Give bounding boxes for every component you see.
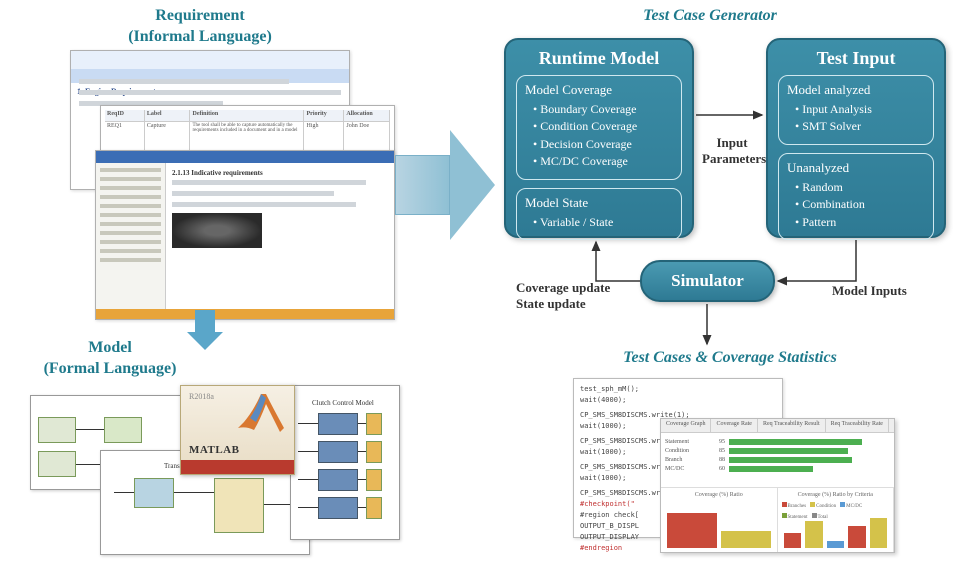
doc3-section-title: 2.1.13 Indicative requirements — [172, 169, 388, 177]
chart-right: Coverage (%) Ratio by Criteria BranchesC… — [778, 487, 895, 552]
coverage-item: Condition Coverage — [533, 118, 673, 135]
cell: High — [304, 122, 344, 151]
simulator-box: Simulator — [640, 260, 775, 302]
stats-charts: Coverage (%) Ratio Coverage (%) Ratio by… — [661, 487, 894, 552]
tcstats-title: Test Cases & Coverage Statistics — [580, 348, 880, 369]
model-title-l1: Model — [88, 339, 132, 356]
analyzed-subtitle: Model analyzed — [787, 82, 925, 98]
lbl: State update — [516, 296, 586, 311]
bar — [805, 521, 823, 549]
unanalyzed-subtitle: Unanalyzed — [787, 160, 925, 176]
matlab-splash: R2018a MATLAB — [180, 385, 295, 475]
analyzed-subpanel: Model analyzed Input Analysis SMT Solver — [778, 75, 934, 145]
runtime-title: Runtime Model — [516, 48, 682, 69]
state-subtitle: Model State — [525, 195, 673, 211]
coverage-stats-window: Coverage Graph Coverage Rate Req Traceab… — [660, 418, 895, 553]
model-coverage-subpanel: Model Coverage Boundary Coverage Conditi… — [516, 75, 682, 180]
cell: John Doe — [344, 122, 390, 151]
req-title-l1: Requirement — [155, 7, 244, 24]
stats-tab[interactable]: Coverage Graph — [661, 419, 711, 432]
input-params-label: Input Parameters — [702, 135, 762, 168]
cell: Capture — [145, 122, 191, 151]
unanalyzed-item: Random — [795, 179, 925, 196]
coverage-subtitle: Model Coverage — [525, 82, 673, 98]
unanalyzed-subpanel: Unanalyzed Random Combination Pattern — [778, 153, 934, 240]
coverage-item: MC/DC Coverage — [533, 153, 673, 170]
doors-doc: 2.1.13 Indicative requirements — [95, 150, 395, 320]
bar — [848, 526, 866, 549]
chart-left-title: Coverage (%) Ratio — [665, 492, 773, 498]
doc3-main: 2.1.13 Indicative requirements — [166, 163, 394, 319]
doc3-sidebar — [96, 163, 166, 319]
model-inputs-label: Model Inputs — [832, 283, 907, 299]
col-label: Label — [145, 110, 191, 121]
coverage-item: Decision Coverage — [533, 136, 673, 153]
stats-row: Condition85 — [665, 446, 890, 455]
doc3-statusbar — [96, 309, 394, 319]
stats-bars: Statement95Condition85Branch88MC/DC60 — [661, 433, 894, 483]
test-input-panel: Test Input Model analyzed Input Analysis… — [766, 38, 946, 238]
ccm-label: Clutch Control Model — [312, 399, 374, 407]
lbl: Parameters — [702, 151, 766, 166]
col-priority: Priority — [304, 110, 344, 121]
output-docs: test_sph_mM(); wait(4000); CP_SMS_SM8DIS… — [555, 378, 905, 563]
model-docs: Transmission Control Model Clutch Contro… — [30, 385, 380, 565]
bar — [784, 533, 802, 548]
analyzed-item: Input Analysis — [795, 101, 925, 118]
analyzed-item: SMT Solver — [795, 118, 925, 135]
col-def: Definition — [190, 110, 304, 121]
model-title-l2: (Formal Language) — [44, 360, 177, 377]
stats-row: MC/DC60 — [665, 464, 890, 473]
model-state-subpanel: Model State Variable / State — [516, 188, 682, 240]
chart-right-title: Coverage (%) Ratio by Criteria — [782, 492, 890, 498]
stats-tab[interactable]: Req Traceability Result — [758, 419, 826, 432]
requirement-docs: 1. Engine Requirements ReqID Label Defin… — [70, 50, 380, 300]
col-alloc: Allocation — [344, 110, 390, 121]
coverage-item: Boundary Coverage — [533, 101, 673, 118]
matlab-name: MATLAB — [189, 444, 239, 456]
stats-tabbar: Coverage Graph Coverage Rate Req Traceab… — [661, 419, 894, 433]
stats-tab[interactable]: Coverage Rate — [711, 419, 757, 432]
bar — [721, 531, 771, 549]
matlab-logo-icon — [236, 392, 286, 438]
stats-row: Branch88 — [665, 455, 890, 464]
stats-tab[interactable]: Req Traceability Rate — [826, 419, 889, 432]
matlab-version: R2018a — [189, 392, 214, 401]
state-item: Variable / State — [533, 214, 673, 231]
matlab-red-bar — [181, 460, 294, 474]
chart-left: Coverage (%) Ratio — [661, 487, 778, 552]
unanalyzed-item: Combination — [795, 196, 925, 213]
code-line: wait(4000); — [580, 396, 776, 404]
tcg-title: Test Case Generator — [580, 6, 840, 27]
testinput-title: Test Input — [778, 48, 934, 69]
bar — [667, 513, 717, 548]
lbl: Coverage update — [516, 280, 610, 295]
code-line: test_sph_mM(); — [580, 385, 776, 393]
cell: REQ1 — [105, 122, 145, 151]
doc3-image — [172, 213, 262, 248]
req-title-l2: (Informal Language) — [128, 28, 272, 45]
down-arrow-icon — [195, 310, 223, 350]
simulink-window-3: Clutch Control Model — [290, 385, 400, 540]
runtime-model-panel: Runtime Model Model Coverage Boundary Co… — [504, 38, 694, 238]
col-reqid: ReqID — [105, 110, 145, 121]
stats-row: Statement95 — [665, 437, 890, 446]
bar — [827, 541, 845, 549]
big-right-arrow-icon — [395, 130, 495, 240]
bar — [870, 518, 888, 548]
cell: The tool shall be able to capture automa… — [190, 122, 304, 151]
requirement-title: Requirement (Informal Language) — [80, 6, 320, 48]
model-title: Model (Formal Language) — [10, 338, 210, 380]
coverage-update-label: Coverage update State update — [516, 280, 636, 313]
unanalyzed-item: Pattern — [795, 214, 925, 231]
lbl: Input — [716, 135, 747, 150]
